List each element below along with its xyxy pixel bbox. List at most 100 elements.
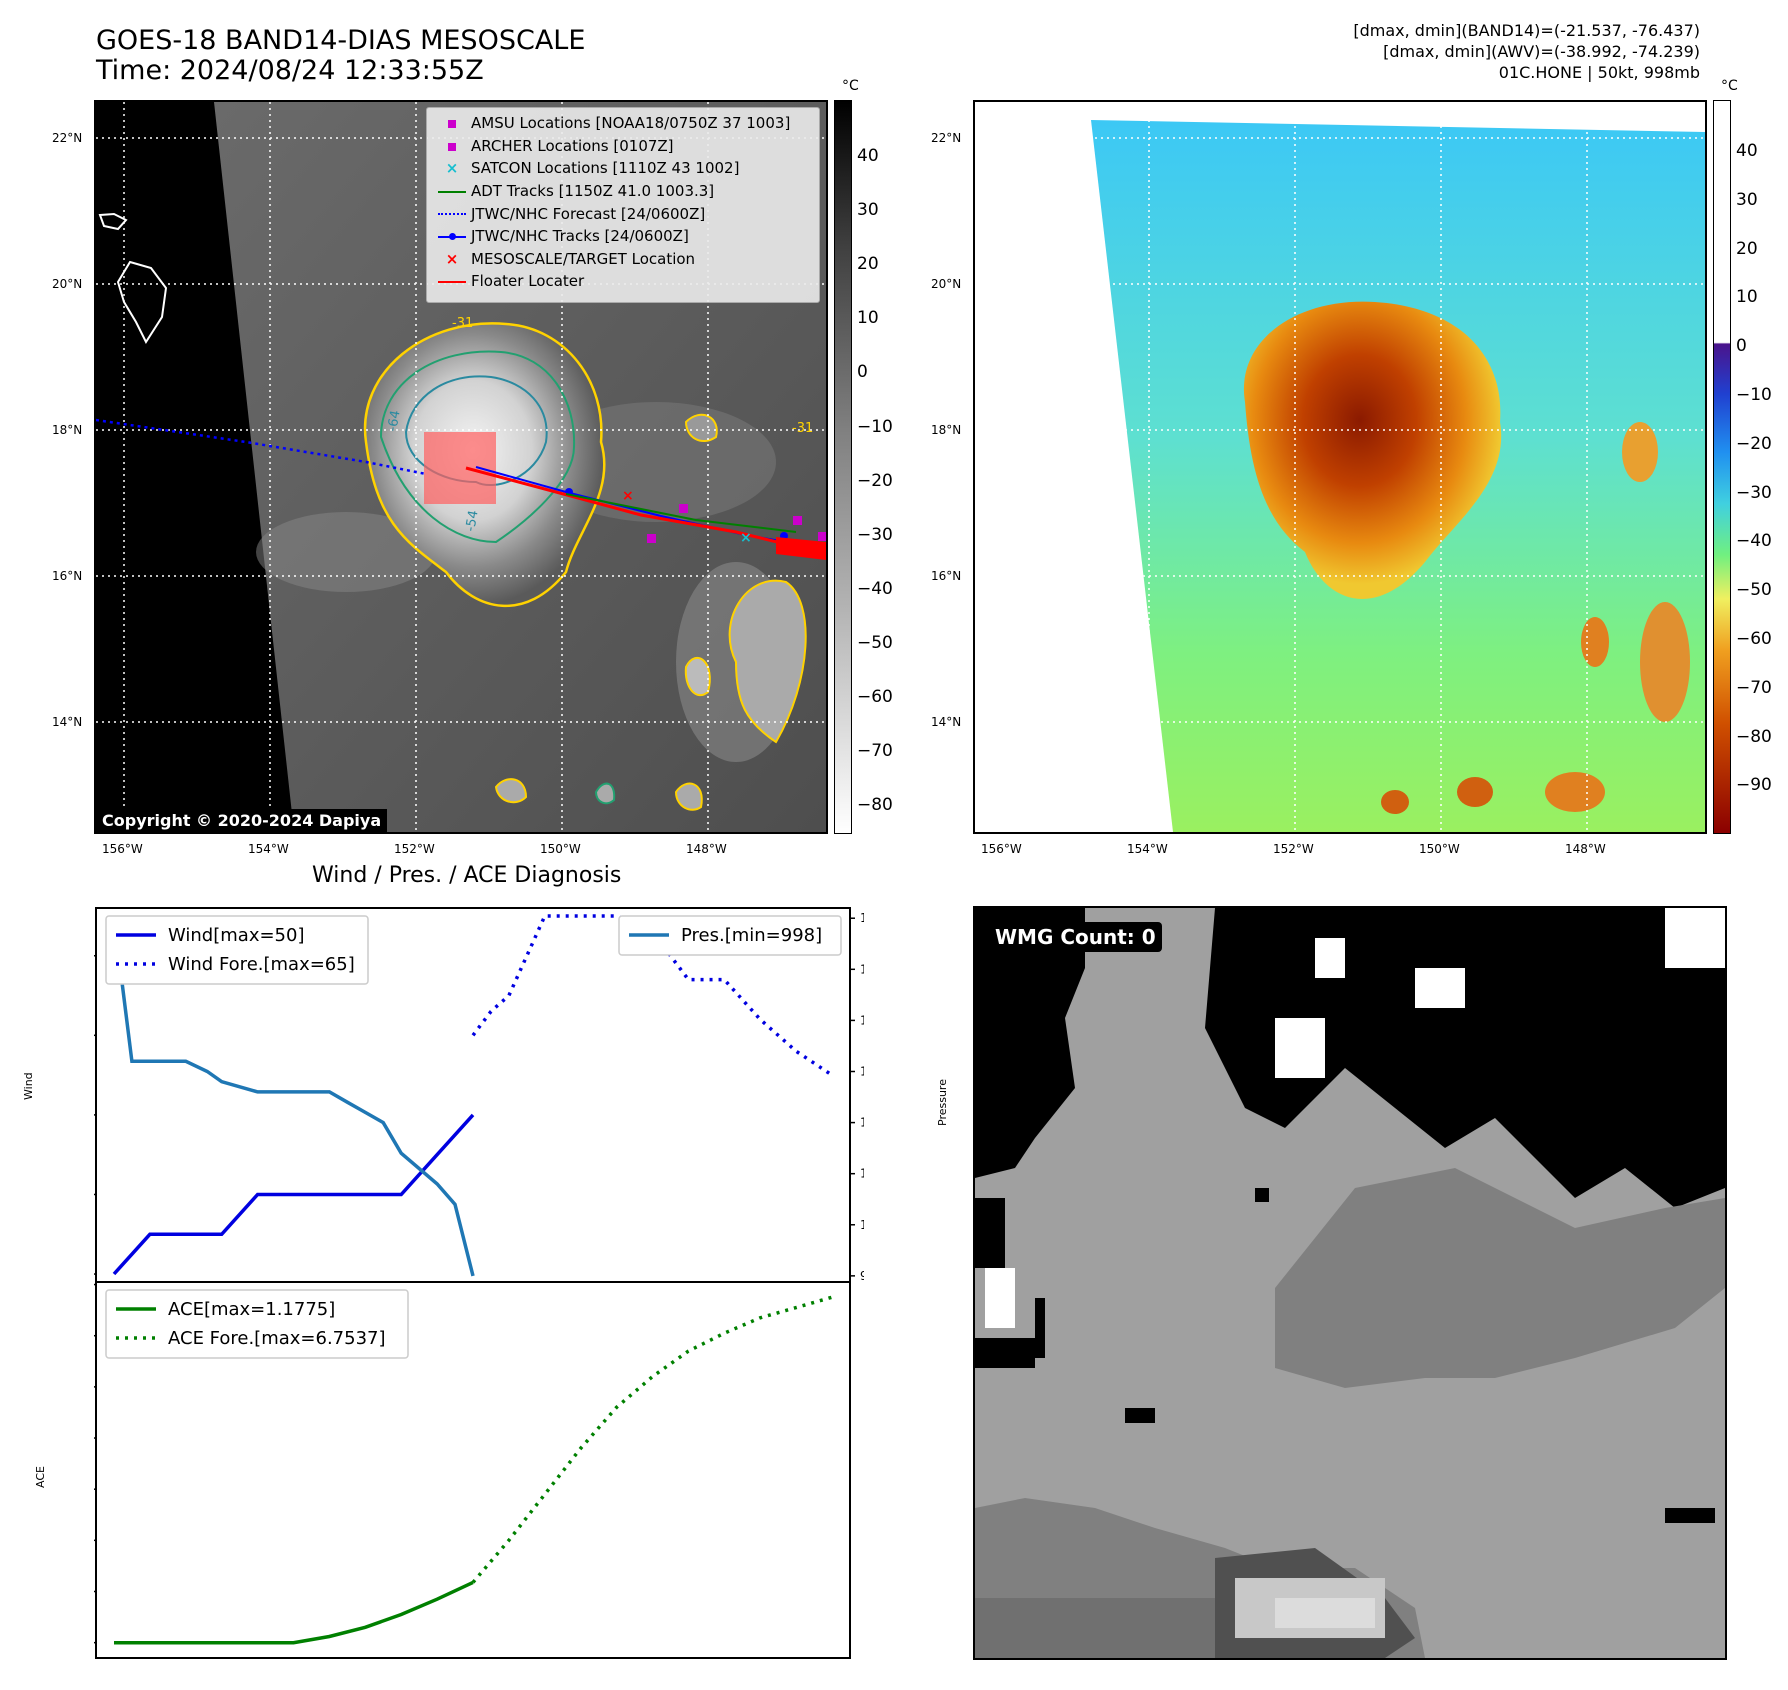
ir-lon-tick-label: 152°W: [394, 842, 435, 856]
legend-entry: AMSU Locations [NOAA18/0750Z 37 1003]: [433, 112, 813, 135]
ir-colorbar-unit: °C: [842, 78, 859, 94]
ir-lat-tick-label: 18°N: [52, 423, 83, 437]
colorbar-tick-label: 0: [1736, 336, 1747, 357]
ir-lon-tick-label: 156°W: [102, 842, 143, 856]
awv-lat-tick-label: 22°N: [931, 131, 962, 145]
ir-lon-tick-label: 148°W: [686, 842, 727, 856]
y2-tick-label: 1010.0: [860, 1013, 864, 1027]
ir-lat-tick-label: 22°N: [52, 131, 83, 145]
awv-lat-tick-label: 20°N: [931, 277, 962, 291]
legend-label: AMSU Locations [NOAA18/0750Z 37 1003]: [471, 114, 791, 133]
colorbar-tick-label: −90: [1736, 775, 1772, 796]
ir-map-panel: × × -31 -64 -54 -31 AMSU Locations [NOAA…: [94, 100, 828, 834]
colorbar-tick-label: 10: [857, 308, 879, 329]
colorbar-tick-label: −10: [1736, 385, 1772, 405]
awv-lon-tick-label: 154°W: [1127, 842, 1168, 856]
colorbar-tick-label: −20: [857, 470, 893, 491]
ir-colorbar: [834, 100, 852, 834]
legend-entry: JTWC/NHC Forecast [24/0600Z]: [433, 202, 813, 225]
legend-box: [105, 1289, 409, 1359]
y2-tick-label: 1007.5: [860, 1064, 864, 1078]
colorbar-tick-label: −70: [1736, 677, 1772, 698]
legend-label: ADT Tracks [1150Z 41.0 1003.3]: [471, 182, 715, 201]
info-storm: 01C.HONE | 50kt, 998mb: [1498, 63, 1700, 82]
colorbar-tick-label: −40: [857, 578, 893, 599]
awv-lat-tick-label: 16°N: [931, 569, 962, 583]
colorbar-tick-label: 20: [1736, 238, 1758, 259]
svg-text:×: ×: [622, 488, 634, 504]
legend-label: ARCHER Locations [0107Z]: [471, 136, 674, 155]
legend-label: JTWC/NHC Tracks [24/0600Z]: [471, 227, 689, 246]
legend-marker-icon: [433, 137, 471, 155]
chart-title: Wind / Pres. / ACE Diagnosis: [312, 863, 622, 888]
legend-marker-icon: [433, 205, 471, 223]
legend-label: Wind Fore.[max=65]: [168, 954, 355, 975]
colorbar-tick-label: 0: [857, 362, 868, 383]
colorbar-tick-label: −30: [1736, 482, 1772, 503]
legend-marker-icon: [433, 227, 471, 245]
awv-lon-tick-label: 148°W: [1565, 842, 1606, 856]
legend-label: Floater Locater: [471, 272, 585, 291]
colorbar-tick-label: 10: [1736, 287, 1758, 308]
contour-label: -54: [463, 509, 481, 533]
legend-entry: ADT Tracks [1150Z 41.0 1003.3]: [433, 180, 813, 203]
figure-time: Time: 2024/08/24 12:33:55Z: [96, 55, 484, 86]
legend-entry: ARCHER Locations [0107Z]: [433, 135, 813, 158]
legend-marker-icon: ×: [445, 249, 459, 268]
colorbar-tick-label: −50: [1736, 580, 1772, 601]
awv-map-image: [975, 102, 1705, 832]
legend-entry: × MESOSCALE/TARGET Location: [433, 248, 813, 271]
legend-label: Pres.[min=998]: [681, 925, 822, 946]
ir-lat-tick-label: 14°N: [52, 715, 83, 729]
wind-pressure-plot: 60504030201015.01012.51010.01007.51005.0…: [59, 907, 902, 1283]
chart-legend: Pres.[min=998]: [618, 915, 842, 956]
copyright-label: Copyright © 2020-2024 Dapiya: [96, 809, 388, 832]
colorbar-tick-label: −70: [857, 741, 893, 762]
ir-lat-tick-label: 16°N: [52, 569, 83, 583]
chart-legend: ACE[max=1.1775] ACE Fore.[max=6.7537]: [105, 1289, 409, 1359]
ace-axis-label: ACE: [34, 1466, 47, 1488]
colorbar-tick-label: −10: [857, 416, 893, 437]
contour-label: -31: [452, 316, 473, 331]
colorbar-tick-label: 30: [857, 200, 879, 221]
legend-label: Wind[max=50]: [168, 925, 305, 946]
contour-label: -64: [385, 409, 403, 433]
legend-label: SATCON Locations [1110Z 43 1002]: [471, 159, 740, 178]
awv-lon-tick-label: 156°W: [981, 842, 1022, 856]
awv-map-panel: [973, 100, 1707, 834]
legend-label: ACE[max=1.1775]: [168, 1299, 335, 1320]
legend-label: JTWC/NHC Forecast [24/0600Z]: [471, 204, 706, 223]
ir-legend: AMSU Locations [NOAA18/0750Z 37 1003] ARC…: [426, 107, 820, 303]
legend-marker-icon: [433, 182, 471, 200]
colorbar-tick-label: −80: [857, 795, 893, 816]
legend-entry: Floater Locater: [433, 270, 813, 293]
svg-text:×: ×: [740, 530, 752, 546]
wind-axis-label: Wind: [22, 1072, 35, 1100]
awv-colorbar: [1713, 100, 1731, 834]
series-line: [114, 1580, 474, 1645]
contour-label: -31: [792, 421, 813, 436]
series-line: [112, 1113, 475, 1276]
legend-marker-icon: ×: [445, 159, 459, 178]
legend-box: [618, 915, 842, 956]
y2-tick-label: 1000.0: [860, 1218, 864, 1232]
y2-tick-label: 1012.5: [860, 962, 864, 976]
colorbar-tick-label: 40: [1736, 141, 1758, 161]
wmg-count-label: WMG Count: 0: [989, 922, 1162, 952]
info-awv: [dmax, dmin](AWV)=(-38.992, -74.239): [1383, 42, 1700, 61]
ace-plot: 76543210ACE[max=1.1775]ACE Fore.[max=6.7…: [66, 1278, 851, 1659]
legend-label: MESOSCALE/TARGET Location: [471, 249, 696, 268]
legend-entry: × SATCON Locations [1110Z 43 1002]: [433, 157, 813, 180]
colorbar-tick-label: −50: [857, 632, 893, 653]
legend-entry: JTWC/NHC Tracks [24/0600Z]: [433, 225, 813, 248]
info-band14: [dmax, dmin](BAND14)=(-21.537, -76.437): [1353, 21, 1700, 40]
awv-lat-tick-label: 14°N: [931, 715, 962, 729]
awv-lat-tick-label: 18°N: [931, 423, 962, 437]
series-line: [112, 917, 475, 1277]
wmg-image: [975, 908, 1725, 1658]
ace-chart: 76543210ACE[max=1.1775]ACE Fore.[max=6.7…: [66, 1278, 864, 1668]
colorbar-tick-label: −20: [1736, 433, 1772, 454]
wind-pressure-chart: 60504030201015.01012.51010.01007.51005.0…: [59, 906, 902, 1294]
awv-colorbar-unit: °C: [1721, 78, 1738, 94]
y2-tick-label: 1002.5: [860, 1167, 864, 1181]
